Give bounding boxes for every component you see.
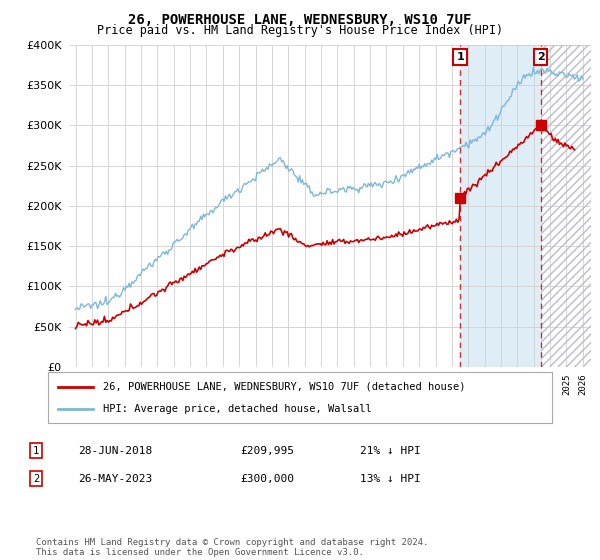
Text: 26, POWERHOUSE LANE, WEDNESBURY, WS10 7UF (detached house): 26, POWERHOUSE LANE, WEDNESBURY, WS10 7U… xyxy=(103,381,466,391)
Text: 1: 1 xyxy=(456,52,464,62)
Bar xyxy=(460,45,541,367)
Text: HPI: Average price, detached house, Walsall: HPI: Average price, detached house, Wals… xyxy=(103,404,372,414)
Text: 26, POWERHOUSE LANE, WEDNESBURY, WS10 7UF: 26, POWERHOUSE LANE, WEDNESBURY, WS10 7U… xyxy=(128,13,472,27)
Bar xyxy=(541,45,591,367)
Bar xyxy=(541,45,591,367)
Text: 28-JUN-2018: 28-JUN-2018 xyxy=(78,446,152,456)
Text: Price paid vs. HM Land Registry's House Price Index (HPI): Price paid vs. HM Land Registry's House … xyxy=(97,24,503,37)
Text: £300,000: £300,000 xyxy=(240,474,294,484)
Text: 26-MAY-2023: 26-MAY-2023 xyxy=(78,474,152,484)
Text: 2: 2 xyxy=(537,52,544,62)
Text: Contains HM Land Registry data © Crown copyright and database right 2024.
This d: Contains HM Land Registry data © Crown c… xyxy=(36,538,428,557)
Text: 21% ↓ HPI: 21% ↓ HPI xyxy=(360,446,421,456)
Text: 2: 2 xyxy=(33,474,39,484)
Text: 13% ↓ HPI: 13% ↓ HPI xyxy=(360,474,421,484)
Text: £209,995: £209,995 xyxy=(240,446,294,456)
Text: 1: 1 xyxy=(33,446,39,456)
